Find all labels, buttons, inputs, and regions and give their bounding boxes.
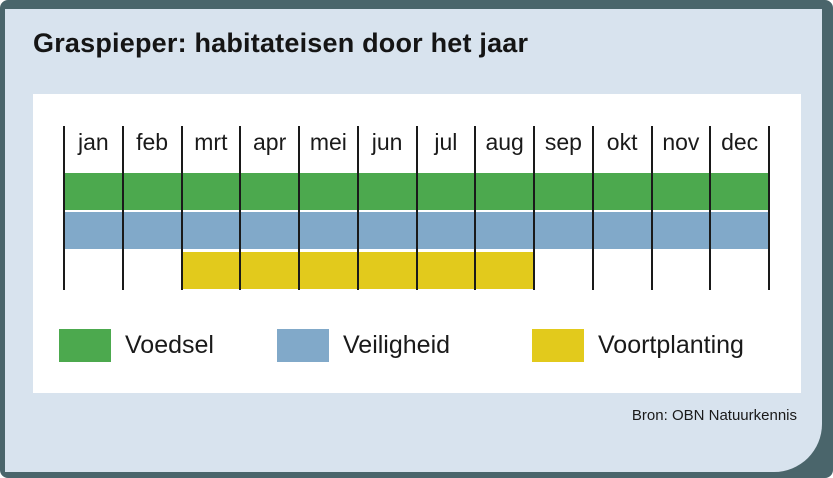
legend-item-veiligheid: Veiligheid bbox=[277, 329, 450, 362]
month-label-mei: mei bbox=[309, 129, 347, 155]
month-separator-line bbox=[415, 126, 418, 290]
month-separator-line bbox=[239, 126, 242, 290]
month-label-nov: nov bbox=[662, 129, 700, 155]
month-label-dec: dec bbox=[721, 129, 759, 155]
page-title: Graspieper: habitateisen door het jaar bbox=[33, 28, 529, 58]
legend-item-voedsel: Voedsel bbox=[59, 329, 214, 362]
month-label-jul: jul bbox=[434, 129, 458, 155]
legend-label: Veiligheid bbox=[343, 331, 451, 359]
month-separator-line bbox=[121, 126, 124, 290]
source-credit: Bron: OBN Natuurkennis bbox=[631, 407, 797, 424]
month-label-mrt: mrt bbox=[194, 129, 228, 155]
month-label-jan: jan bbox=[78, 129, 109, 155]
legend-swatch-voedsel bbox=[59, 329, 111, 362]
month-separator-line bbox=[709, 126, 712, 290]
legend-item-voortplanting: Voortplanting bbox=[532, 329, 744, 362]
month-separator-line bbox=[474, 126, 477, 290]
month-separator-line bbox=[650, 126, 653, 290]
month-separator-line bbox=[180, 126, 183, 290]
month-separator-line bbox=[356, 126, 359, 290]
month-label-apr: apr bbox=[253, 129, 287, 155]
legend-label: Voedsel bbox=[125, 331, 214, 359]
legend-swatch-veiligheid bbox=[277, 329, 329, 362]
month-separator-line bbox=[63, 126, 65, 290]
infographic-card: Graspieper: habitateisen door het jaar j… bbox=[5, 9, 822, 472]
month-label-aug: aug bbox=[485, 129, 524, 155]
month-label-jun: jun bbox=[371, 129, 403, 155]
month-separator-line bbox=[298, 126, 300, 290]
month-separator-line bbox=[768, 126, 770, 290]
legend-label: Voortplanting bbox=[598, 331, 744, 359]
chart-panel: jan feb mrt apr mei jun jul aug sep okt nov dec Voed… bbox=[33, 94, 801, 393]
legend-swatch-voortplanting bbox=[532, 329, 584, 362]
month-label-sep: sep bbox=[544, 129, 582, 155]
month-label-feb: feb bbox=[136, 129, 169, 155]
month-separator-line bbox=[591, 126, 594, 290]
month-separator-line bbox=[533, 126, 535, 290]
month-label-okt: okt bbox=[606, 129, 638, 155]
